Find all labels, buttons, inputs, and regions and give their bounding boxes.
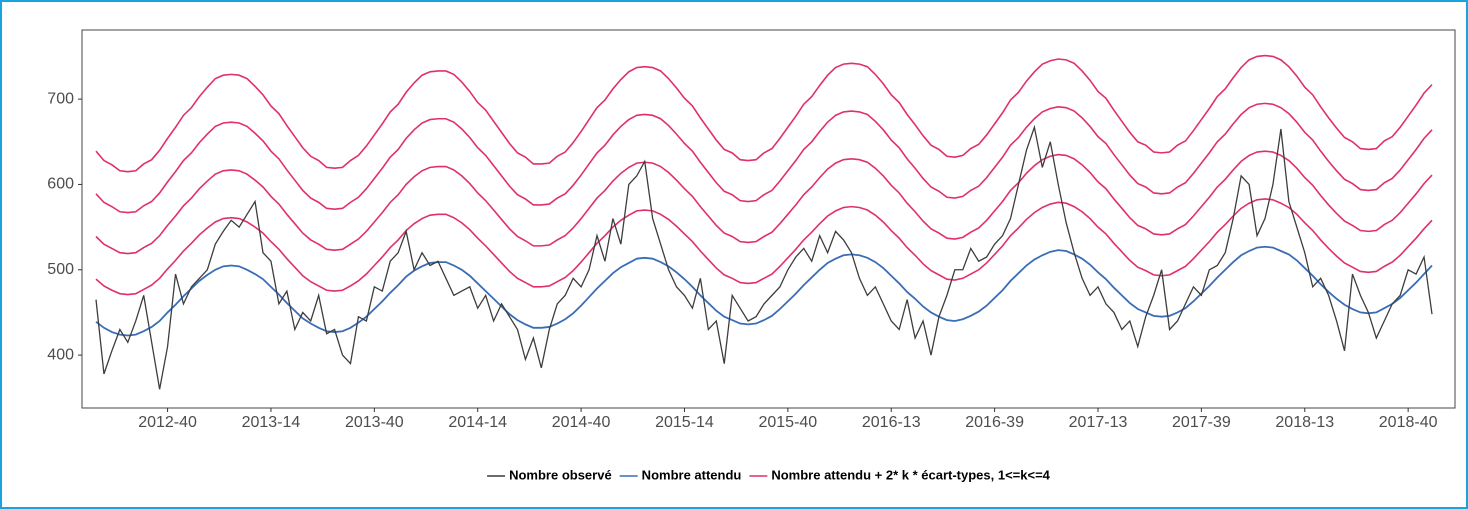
x-tick-label: 2018-13 [1275,414,1334,431]
y-tick-label: 700 [47,90,74,107]
band-line [95,102,1433,214]
band-line [95,150,1433,255]
y-tick-label: 400 [47,346,74,363]
series-line [95,245,1433,337]
legend: Nombre observé Nombre attendu Nombre atten… [487,467,1051,482]
x-tick-label: 2014-40 [552,414,611,431]
legend-label: Nombre observé [509,467,612,482]
x-tick-label: 2015-40 [758,414,817,431]
y-tick-label: 600 [47,176,74,193]
x-tick-label: 2015-14 [655,414,714,431]
series-line [95,124,1433,390]
band-line [95,54,1433,173]
legend-label: Nombre attendu [642,467,742,482]
legend-label: Nombre attendu + 2* k * écart-types, 1<=… [771,467,1050,482]
x-tick-label: 2013-40 [345,414,404,431]
x-tick-label: 2016-39 [965,414,1024,431]
x-tick-label: 2018-40 [1379,414,1438,431]
x-tick-label: 2017-39 [1172,414,1231,431]
band-line [95,198,1433,296]
x-tick-label: 2013-14 [242,414,301,431]
x-tick-label: 2014-14 [448,414,507,431]
x-tick-label: 2016-13 [862,414,921,431]
y-tick-label: 500 [47,261,74,278]
x-tick-label: 2012-40 [138,414,197,431]
x-tick-label: 2017-13 [1069,414,1128,431]
panel [81,29,1456,409]
